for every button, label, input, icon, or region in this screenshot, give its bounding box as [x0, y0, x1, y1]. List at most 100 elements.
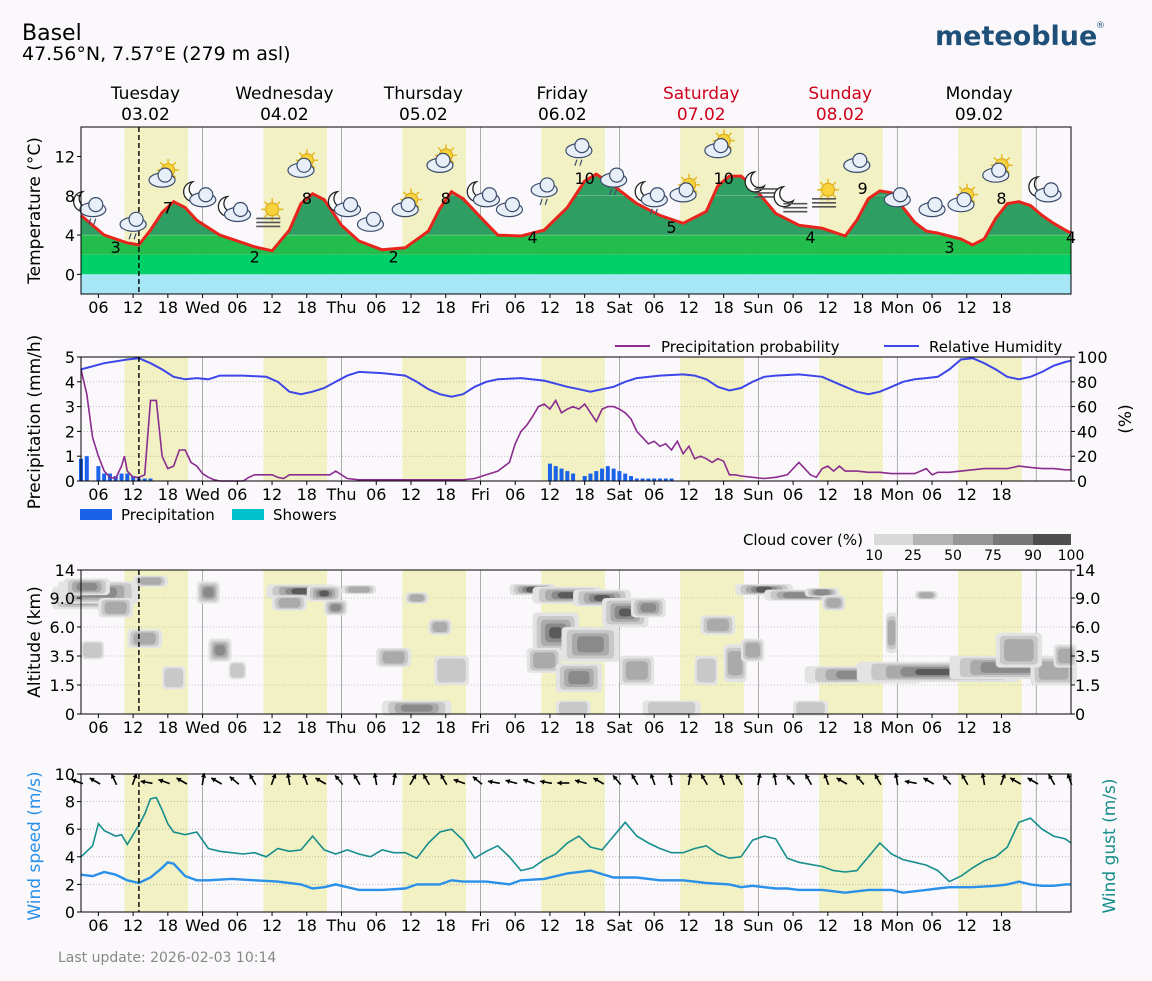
cloud-cover-cell [745, 642, 760, 658]
cloud-cover-cell [727, 651, 743, 676]
temp-y-label: 8 [65, 187, 75, 206]
cloud-y2-label: 0 [1075, 705, 1085, 724]
precipitation-bar [657, 478, 662, 481]
sun-ray [172, 161, 177, 166]
cloud-puff [852, 152, 868, 168]
weather-icon-sun-fog [812, 178, 840, 208]
weather-icon-sun-cloud [287, 149, 318, 178]
day-date-1: 03.02 [121, 105, 170, 125]
wind-arrow-head [249, 774, 255, 780]
rain-drop [609, 188, 613, 196]
temp-x-label: 18 [158, 298, 178, 317]
cloud-cover-cell [382, 651, 405, 664]
sun-ray [450, 147, 455, 151]
cloud-puff [713, 138, 729, 154]
cloud-cover-cell [814, 589, 831, 596]
wind-y-label: 6 [65, 820, 75, 839]
cloud-puff [400, 196, 416, 213]
sun-ray [1006, 156, 1011, 161]
sun-ray [728, 132, 733, 137]
weather-icon-cloud-rain [565, 138, 593, 166]
weather-icon-night-cloud [327, 190, 362, 218]
sun-icon [265, 202, 280, 217]
cloud-x-label: Sun [743, 718, 773, 737]
legend-cloud-swatch [1033, 534, 1071, 545]
cloud-puff [481, 187, 498, 203]
precip-y-label: 5 [65, 348, 75, 367]
precipitation-bar [547, 463, 552, 481]
cloud-puff [128, 211, 144, 227]
day-name-4: Friday [537, 84, 589, 104]
cloud-x-label: 06 [644, 718, 664, 737]
wind-daylight-band [402, 774, 466, 912]
wind-arrow-head [440, 774, 446, 780]
wind-arrow-head [649, 773, 655, 779]
temp-y-label: 0 [65, 265, 75, 284]
precipitation-bar [559, 468, 564, 481]
cloud-cover-cell [887, 619, 896, 646]
sun-ray [958, 186, 963, 191]
cloud-puff [539, 177, 555, 193]
temperature-value-label: 4 [527, 228, 537, 247]
wind-arrow-head [719, 773, 725, 779]
wind-arrow-head [756, 773, 762, 778]
sun-ray [832, 181, 837, 186]
precipitation-bar [629, 476, 633, 481]
precip-x-label: 06 [227, 485, 247, 504]
weather-icon-sun-cloud [426, 144, 457, 173]
precip-x-label: 12 [262, 485, 282, 504]
weather-icon-sun-cloud [669, 173, 701, 203]
wind-arrow-head [667, 773, 674, 778]
sun-ray [971, 186, 976, 191]
cloud-x-label: Thu [325, 718, 356, 737]
cloud-puff [504, 196, 521, 213]
temperature-value-label: 5 [666, 218, 676, 237]
precip-axis-title: Precipitation (mm/h) [25, 335, 45, 510]
wind-arrow-head [335, 775, 340, 781]
temp-band-0-2 [81, 254, 1071, 275]
precip-x-label: 06 [366, 485, 386, 504]
wind-x-label: 12 [679, 916, 699, 935]
cloud-puff [232, 201, 249, 218]
wind-x-label: Wed [185, 916, 220, 935]
cloud-puff [342, 196, 359, 213]
precipitation-bar [617, 471, 622, 481]
wind-x-label: Mon [880, 916, 914, 935]
wind-arrow-head [453, 778, 459, 784]
cloud-puff [892, 187, 908, 203]
precip-x-label: Sun [743, 485, 773, 504]
temperature-value-label: 3 [944, 238, 954, 257]
temp-x-label: Sat [606, 298, 632, 317]
wind-x-label: 18 [991, 916, 1011, 935]
sun-ray [993, 156, 998, 161]
temp-x-label: 06 [88, 298, 108, 317]
precipitation-bar [611, 468, 616, 481]
wind-arrow-head [701, 774, 706, 780]
precipitation-bar [102, 473, 107, 481]
wind-arrow-head [302, 773, 308, 779]
cloud-x-label: 18 [297, 718, 317, 737]
wind-x-label: 06 [88, 916, 108, 935]
temperature-value-label: 2 [250, 248, 260, 267]
sun-ray [159, 161, 164, 166]
wind-arrow-head [735, 774, 741, 780]
cloud-cover-cell [826, 597, 842, 608]
legend-precipitation-swatch [80, 509, 112, 520]
precip-daylight-band [819, 357, 883, 481]
cloud-frame [80, 569, 1072, 715]
sun-ray [680, 176, 685, 181]
wind-y-label: 0 [65, 903, 75, 922]
wind-arrow-head [823, 773, 829, 779]
wind-arrow-head [271, 773, 277, 779]
rain-drop [574, 159, 578, 166]
precipitation-bar [652, 478, 657, 481]
wind-arrow-head [315, 777, 321, 783]
brand-logo[interactable]: meteoblue [935, 21, 1097, 52]
cloud-puff [1043, 182, 1059, 198]
temperature-value-label: 10 [575, 169, 595, 188]
wind-arrow-head [1066, 773, 1072, 779]
wind-arrow-head [836, 777, 842, 783]
precipitation-bar [131, 476, 136, 481]
temperature-value-label: 10 [713, 169, 733, 188]
